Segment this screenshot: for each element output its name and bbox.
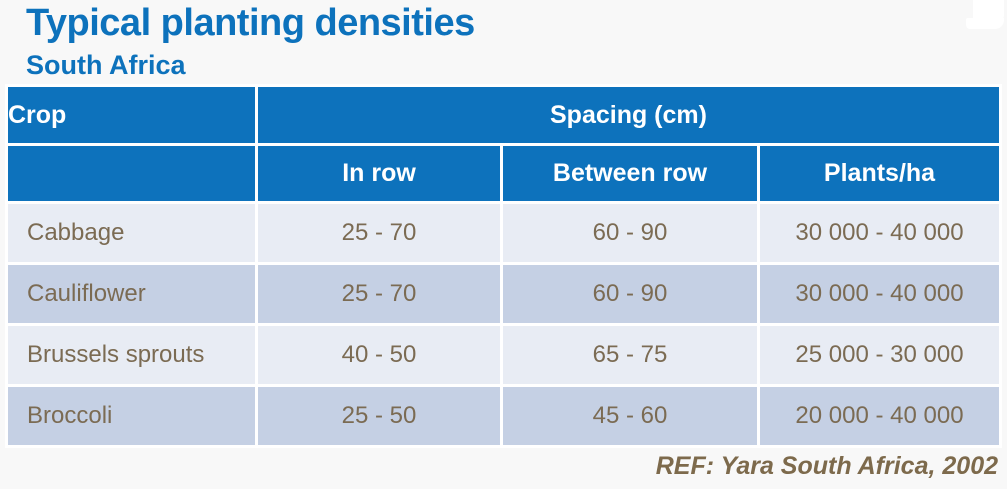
page-subtitle: South Africa [26, 50, 186, 80]
between-row-value: 45 - 60 [503, 387, 757, 445]
in-row-value: 25 - 50 [258, 387, 500, 445]
plants-per-ha-value: 30 000 - 40 000 [760, 204, 999, 262]
column-header-in-row: In row [258, 146, 500, 201]
between-row-value: 65 - 75 [503, 326, 757, 384]
logo-fragment-icon [966, 18, 1004, 29]
in-row-value: 25 - 70 [258, 265, 500, 323]
spacer-cell [8, 146, 255, 201]
reference-text: REF: Yara South Africa, 2002 [655, 452, 998, 480]
in-row-value: 40 - 50 [258, 326, 500, 384]
crop-name: Cauliflower [8, 265, 255, 323]
table-row-broccoli: Broccoli 25 - 50 45 - 60 20 000 - 40 000 [8, 387, 999, 445]
table-row-cabbage: Cabbage 25 - 70 60 - 90 30 000 - 40 000 [8, 204, 999, 262]
header-row-main: Crop Spacing (cm) [8, 87, 999, 143]
in-row-value: 25 - 70 [258, 204, 500, 262]
planting-densities-table: Crop Spacing (cm) In row Between row Pla… [5, 84, 1002, 448]
plants-per-ha-value: 30 000 - 40 000 [760, 265, 999, 323]
column-header-plants-ha: Plants/ha [760, 146, 999, 201]
column-header-between-row: Between row [503, 146, 757, 201]
table-row-brussels-sprouts: Brussels sprouts 40 - 50 65 - 75 25 000 … [8, 326, 999, 384]
plants-per-ha-value: 25 000 - 30 000 [760, 326, 999, 384]
between-row-value: 60 - 90 [503, 204, 757, 262]
crop-name: Brussels sprouts [8, 326, 255, 384]
crop-name: Cabbage [8, 204, 255, 262]
page-title: Typical planting densities [26, 2, 475, 44]
between-row-value: 60 - 90 [503, 265, 757, 323]
crop-name: Broccoli [8, 387, 255, 445]
header-row-sub: In row Between row Plants/ha [8, 146, 999, 201]
logo-fragment-icon [973, 0, 1004, 20]
plants-per-ha-value: 20 000 - 40 000 [760, 387, 999, 445]
column-header-spacing: Spacing (cm) [258, 87, 999, 143]
table-row-cauliflower: Cauliflower 25 - 70 60 - 90 30 000 - 40 … [8, 265, 999, 323]
column-header-crop: Crop [8, 87, 255, 143]
